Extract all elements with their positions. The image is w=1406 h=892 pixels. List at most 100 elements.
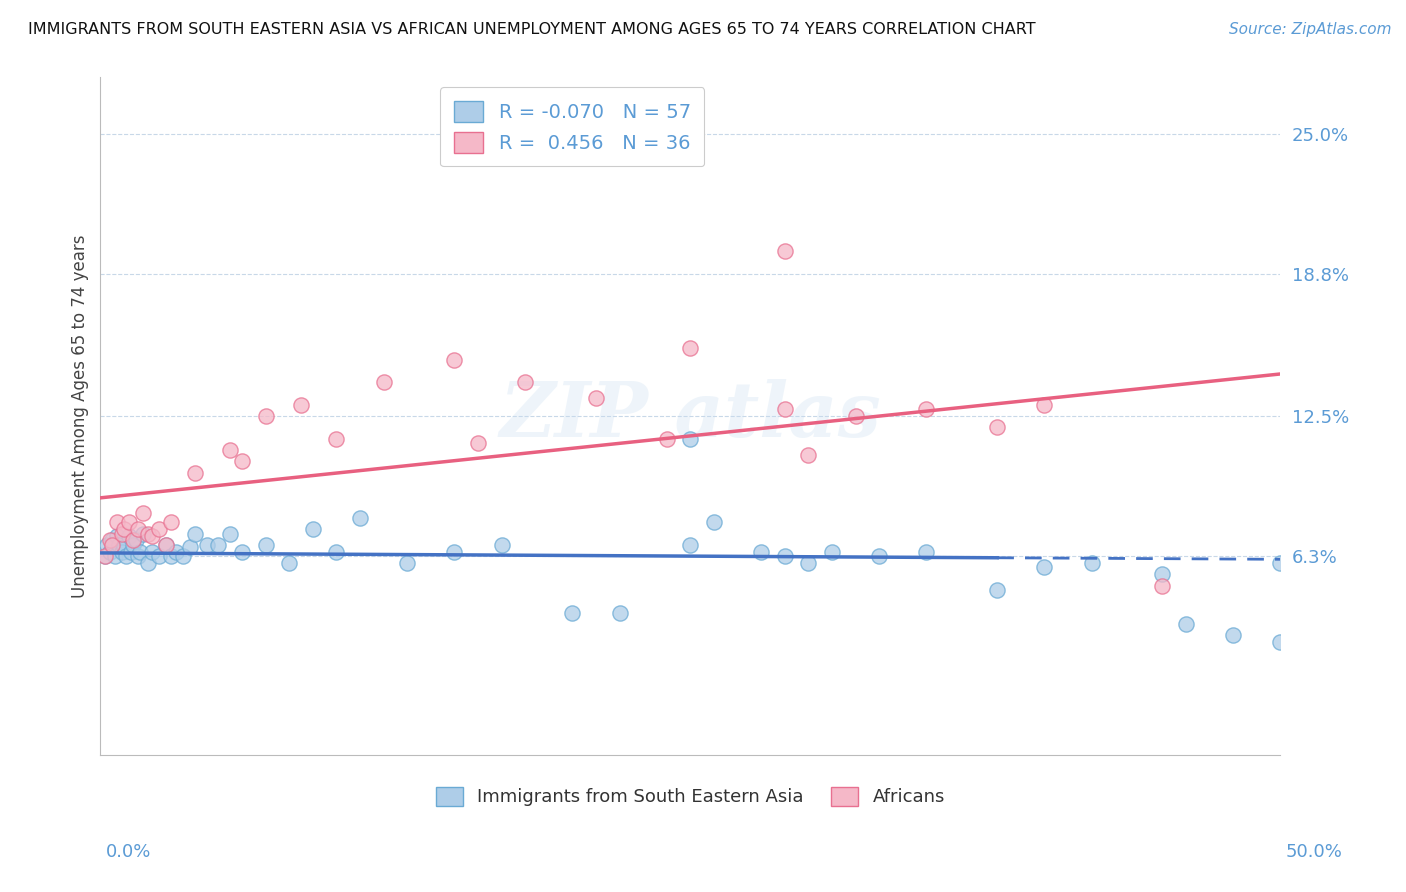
Point [773,244,796,259]
Point [132,526,155,541]
Legend: Immigrants from South Eastern Asia, Africans: Immigrants from South Eastern Asia, Afri… [429,780,952,814]
Point [184,466,207,480]
Point [278,556,301,570]
Point [749,544,772,558]
Point [1033,398,1056,412]
Point [1270,556,1292,570]
Point [986,582,1008,597]
Point [231,544,253,558]
Point [219,443,242,458]
Point [172,549,194,564]
Point [467,436,489,450]
Point [1222,628,1244,642]
Point [1175,616,1198,631]
Point [155,538,177,552]
Point [585,391,607,405]
Point [219,526,242,541]
Point [160,516,183,530]
Point [254,538,277,552]
Point [703,516,725,530]
Point [915,544,938,558]
Point [108,538,131,552]
Point [290,398,312,412]
Point [373,376,395,390]
Point [160,549,183,564]
Point [301,522,323,536]
Point [127,549,149,564]
Point [396,556,419,570]
Point [101,533,124,548]
Point [325,432,347,446]
Point [195,538,218,552]
Point [325,544,347,558]
Point [1270,635,1292,649]
Point [349,510,371,524]
Point [254,409,277,424]
Point [679,342,702,356]
Point [112,540,135,554]
Point [165,544,187,558]
Point [122,538,145,552]
Text: Source: ZipAtlas.com: Source: ZipAtlas.com [1229,22,1392,37]
Point [132,506,155,520]
Point [136,526,159,541]
Point [491,538,513,552]
Point [120,544,142,558]
Point [679,432,702,446]
Point [115,549,138,564]
Point [1033,560,1056,574]
Point [773,402,796,417]
Point [1152,567,1174,582]
Point [98,533,121,548]
Point [101,538,124,552]
Point [655,432,678,446]
Point [96,538,118,552]
Point [207,538,229,552]
Text: 0.0%: 0.0% [105,843,150,861]
Point [184,526,207,541]
Point [1152,578,1174,592]
Text: 50.0%: 50.0% [1286,843,1343,861]
Point [773,549,796,564]
Point [105,529,128,543]
Point [797,556,820,570]
Point [679,538,702,552]
Point [148,549,170,564]
Point [915,402,938,417]
Text: ZIP atlas: ZIP atlas [499,379,882,453]
Point [141,544,163,558]
Point [110,526,132,541]
Point [443,352,465,367]
Point [821,544,844,558]
Point [103,549,125,564]
Point [98,544,121,558]
Point [105,516,128,530]
Point [112,522,135,536]
Point [136,556,159,570]
Point [155,538,177,552]
Point [127,522,149,536]
Point [797,448,820,462]
Point [845,409,868,424]
Point [179,540,201,554]
Point [129,544,152,558]
Point [118,516,141,530]
Point [868,549,890,564]
Point [94,549,117,564]
Y-axis label: Unemployment Among Ages 65 to 74 years: Unemployment Among Ages 65 to 74 years [72,235,89,598]
Point [515,376,537,390]
Point [110,544,132,558]
Point [122,533,145,548]
Point [94,549,117,564]
Point [125,533,148,548]
Point [609,606,631,620]
Point [231,454,253,468]
Point [986,420,1008,434]
Point [561,606,583,620]
Point [148,522,170,536]
Point [443,544,465,558]
Text: IMMIGRANTS FROM SOUTH EASTERN ASIA VS AFRICAN UNEMPLOYMENT AMONG AGES 65 TO 74 Y: IMMIGRANTS FROM SOUTH EASTERN ASIA VS AF… [28,22,1036,37]
Point [1080,556,1102,570]
Point [118,529,141,543]
Point [141,529,163,543]
